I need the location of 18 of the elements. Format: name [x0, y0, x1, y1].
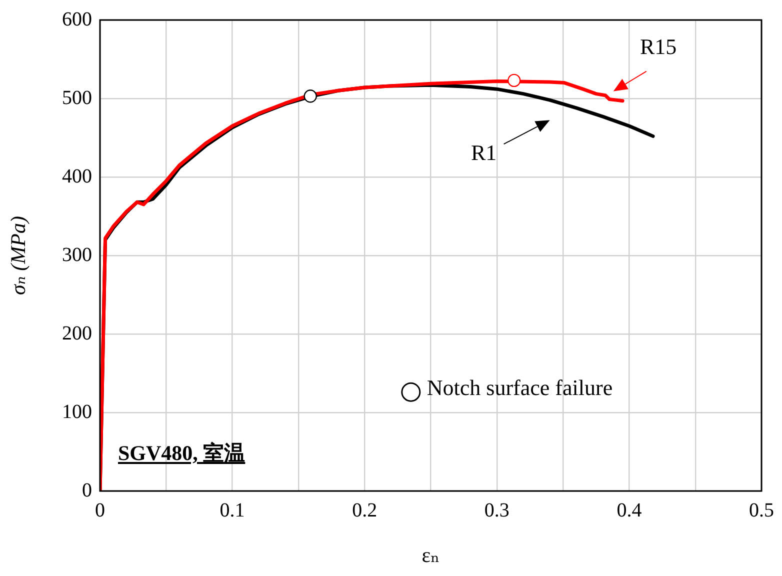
y-tick-label: 600	[62, 8, 92, 30]
text: R1	[470, 140, 497, 165]
y-tick-label: 200	[62, 322, 92, 344]
y-tick-label: 500	[62, 86, 92, 109]
y-tick-label: 100	[62, 400, 92, 423]
x-tick-label: 0.2	[352, 499, 378, 522]
x-tick-label: 0.1	[220, 499, 245, 522]
y-tick-label: 0	[82, 479, 92, 502]
y-tick-label: 400	[62, 165, 92, 188]
legend-label: Notch surface failure	[426, 374, 613, 400]
x-tick-label: 0.5	[749, 499, 774, 522]
x-axis-title: εₙ	[422, 542, 440, 567]
annotation: SGV480, 室温	[118, 440, 246, 467]
y-axis-title: σₙ (MPa)	[6, 216, 30, 295]
text: R15	[640, 34, 677, 60]
x-tick-label: 0.4	[616, 499, 642, 522]
y-tick-label: 300	[62, 244, 92, 266]
x-tick-label: 0.3	[484, 499, 510, 522]
